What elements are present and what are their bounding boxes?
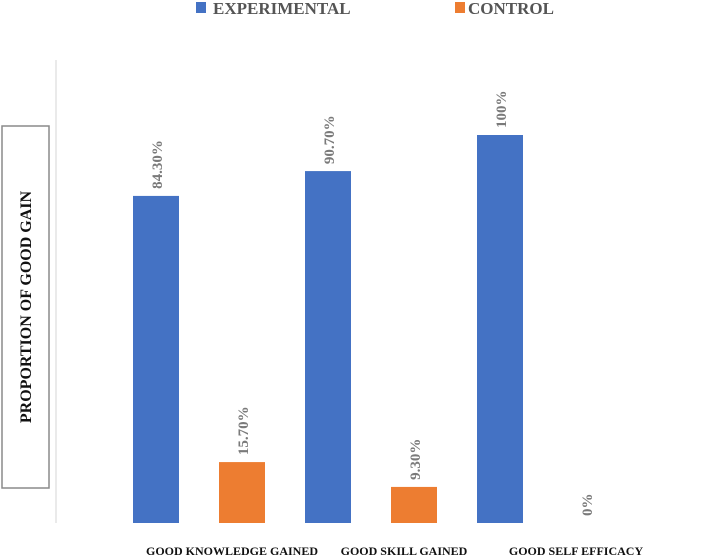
legend-label-experimental: EXPERIMENTAL: [213, 0, 351, 18]
category-label-good-skill-gained: GOOD SKILL GAINED: [341, 544, 468, 556]
y-axis-label-box: [1, 125, 50, 489]
bar-control-good-skill-gained: [391, 486, 437, 523]
data-label-control-good-self-efficacy: 0%: [580, 494, 596, 517]
category-labels: GOOD KNOWLEDGE GAINED GOOD SKILL GAINED GO…: [146, 544, 643, 556]
legend-item-experimental: EXPERIMENTAL: [196, 0, 351, 18]
data-label-experimental-good-knowledge-gained: 84.30%: [150, 140, 166, 189]
bars: [133, 135, 523, 524]
data-label-experimental-good-skill-gained: 90.70%: [322, 115, 338, 164]
legend-item-control: CONTROL: [455, 0, 554, 18]
data-labels: 84.30% 15.70% 90.70% 9.30% 100% 0%: [150, 91, 596, 517]
category-label-good-self-efficacy: GOOD SELF EFFICACY: [509, 544, 644, 556]
bar-experimental-good-self-efficacy: [477, 135, 523, 523]
legend-swatch-experimental: [196, 2, 206, 13]
bar-experimental-good-knowledge-gained: [133, 195, 179, 523]
legend-label-control: CONTROL: [468, 0, 554, 18]
legend: EXPERIMENTAL CONTROL: [196, 0, 554, 18]
bar-experimental-good-skill-gained: [305, 171, 351, 524]
y-axis-label-text: PROPORTION OF GOOD GAIN: [18, 190, 35, 423]
legend-swatch-control: [455, 2, 465, 13]
category-label-good-knowledge-gained: GOOD KNOWLEDGE GAINED: [146, 544, 318, 556]
bar-control-good-knowledge-gained: [219, 462, 265, 523]
y-axis-label: PROPORTION OF GOOD GAIN: [1, 125, 50, 489]
data-label-control-good-skill-gained: 9.30%: [408, 439, 424, 480]
data-label-experimental-good-self-efficacy: 100%: [494, 91, 510, 129]
data-label-control-good-knowledge-gained: 15.70%: [236, 406, 252, 455]
